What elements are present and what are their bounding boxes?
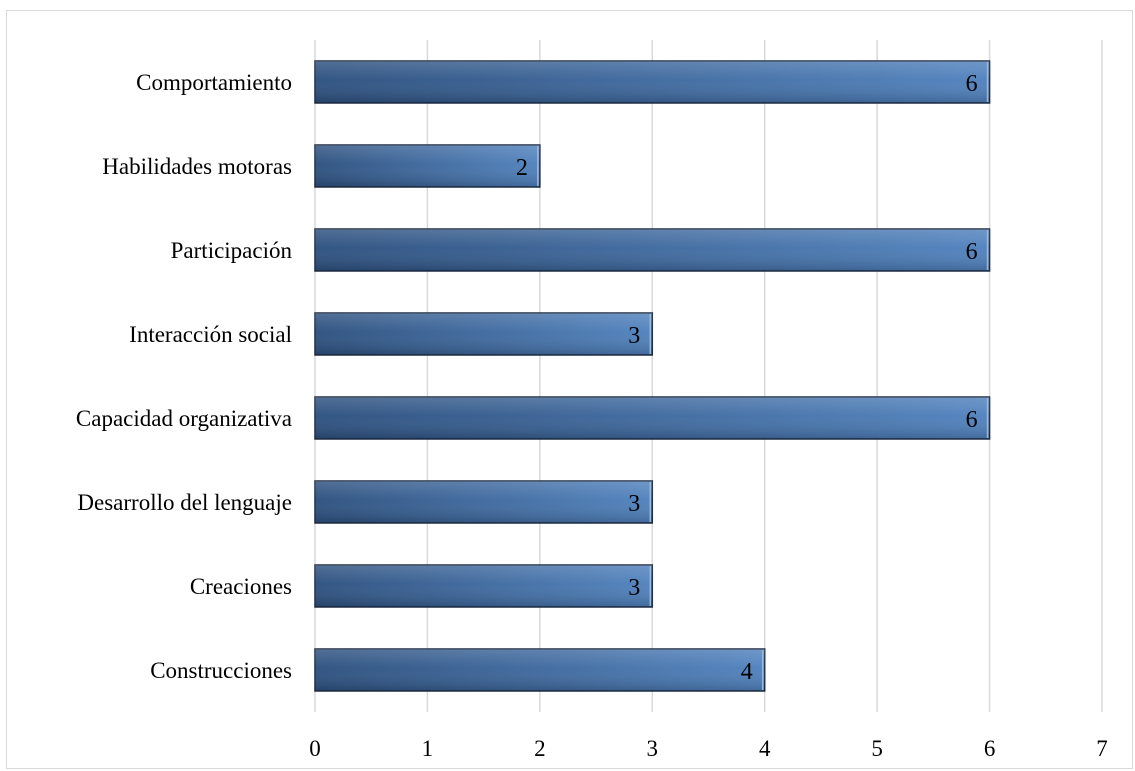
bar-shine — [315, 313, 653, 355]
x-tick-label: 5 — [871, 736, 883, 761]
bar-shine — [315, 61, 990, 103]
bar — [314, 396, 991, 440]
x-tick-label: 4 — [759, 736, 771, 761]
bar — [314, 60, 991, 104]
category-labels: Comportamiento Habilidades motoras Partici… — [76, 70, 293, 683]
x-axis-tick-labels: 0 1 2 3 4 5 6 7 — [309, 736, 1108, 761]
data-labels: 6 2 6 3 6 3 3 4 — [516, 71, 978, 685]
bar-shine — [315, 145, 540, 187]
category-label: Construcciones — [150, 658, 292, 683]
category-label: Participación — [171, 238, 293, 263]
x-tick-label: 1 — [422, 736, 434, 761]
x-tick-label: 6 — [984, 736, 996, 761]
category-label: Habilidades motoras — [102, 154, 292, 179]
category-label: Interacción social — [129, 322, 292, 347]
category-label: Desarrollo del lenguaje — [77, 490, 292, 515]
bars — [314, 60, 991, 692]
bar — [314, 312, 654, 356]
bar — [314, 144, 541, 188]
bar-shine — [315, 229, 990, 271]
data-label: 6 — [966, 407, 978, 433]
bar — [314, 480, 654, 524]
category-label: Comportamiento — [136, 70, 292, 95]
x-tick-label: 0 — [309, 736, 321, 761]
bar — [314, 564, 654, 608]
data-label: 6 — [966, 239, 978, 265]
data-label: 3 — [628, 323, 640, 349]
data-label: 6 — [966, 71, 978, 97]
x-tick-label: 2 — [534, 736, 546, 761]
bar — [314, 228, 991, 272]
bar-shine — [315, 649, 765, 691]
chart-frame — [6, 10, 1133, 769]
x-tick-label: 7 — [1096, 736, 1108, 761]
category-label: Creaciones — [190, 574, 292, 599]
data-label: 3 — [628, 575, 640, 601]
gridlines — [314, 40, 1103, 712]
data-label: 2 — [516, 155, 528, 181]
data-label: 3 — [628, 491, 640, 517]
bar-shine — [315, 565, 653, 607]
bar-shine — [315, 397, 990, 439]
data-label: 4 — [741, 659, 753, 685]
category-label: Capacidad organizativa — [76, 406, 292, 431]
bar-shine — [315, 481, 653, 523]
x-tick-label: 3 — [647, 736, 659, 761]
bar — [314, 648, 766, 692]
